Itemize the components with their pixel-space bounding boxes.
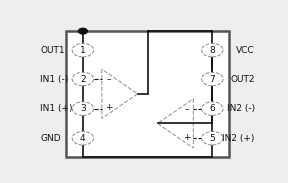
Text: +: + [183, 133, 190, 142]
FancyBboxPatch shape [66, 31, 229, 156]
Text: OUT1: OUT1 [40, 46, 65, 55]
Circle shape [72, 72, 94, 86]
Circle shape [202, 72, 223, 86]
Text: OUT2: OUT2 [230, 74, 255, 83]
Text: 4: 4 [80, 134, 86, 143]
Text: 6: 6 [209, 104, 215, 113]
Circle shape [78, 28, 87, 34]
Circle shape [72, 102, 94, 115]
Text: 3: 3 [80, 104, 86, 113]
Text: 1: 1 [80, 46, 86, 55]
Text: –: – [106, 76, 111, 85]
Text: 8: 8 [209, 46, 215, 55]
Circle shape [72, 43, 94, 57]
Text: 7: 7 [209, 74, 215, 83]
Text: IN1 (-): IN1 (-) [40, 74, 69, 83]
Text: IN2 (-): IN2 (-) [227, 104, 255, 113]
Text: IN2 (+): IN2 (+) [222, 134, 255, 143]
Text: GND: GND [40, 134, 61, 143]
Circle shape [72, 131, 94, 145]
Circle shape [202, 43, 223, 57]
Text: VCC: VCC [236, 46, 255, 55]
Text: –: – [184, 105, 189, 114]
Circle shape [202, 131, 223, 145]
Circle shape [202, 102, 223, 115]
Text: 5: 5 [209, 134, 215, 143]
Text: IN1 (+): IN1 (+) [40, 104, 73, 113]
Text: 2: 2 [80, 74, 86, 83]
Text: +: + [105, 103, 112, 112]
